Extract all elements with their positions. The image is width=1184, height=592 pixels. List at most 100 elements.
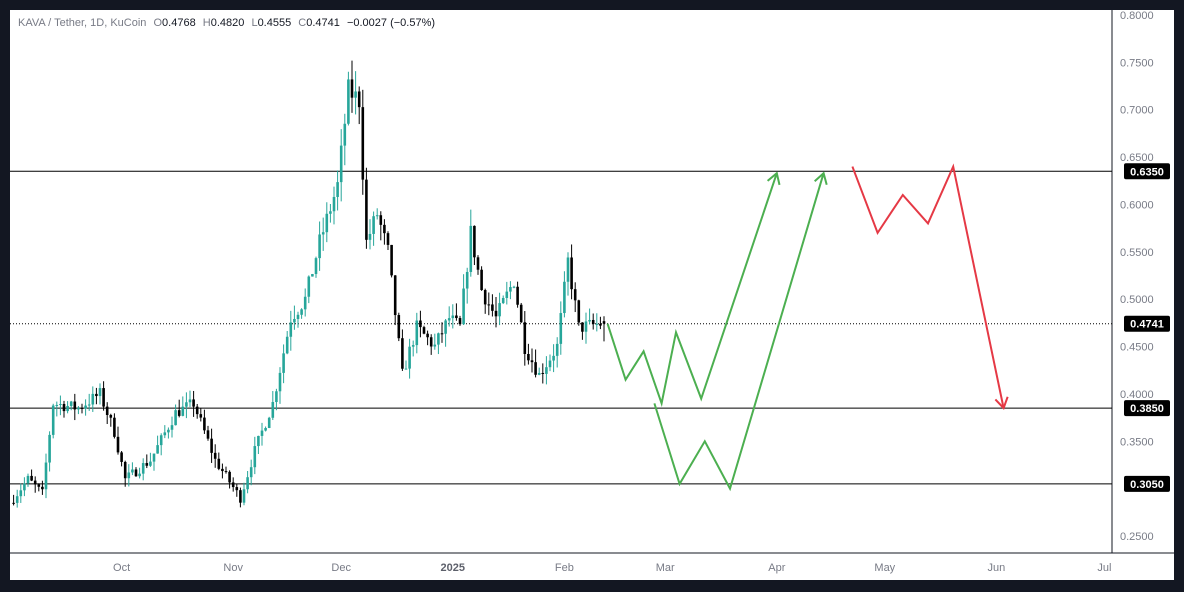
candle-body <box>73 401 77 410</box>
candle-body <box>393 275 397 316</box>
candle-body <box>595 323 599 325</box>
candle-body <box>59 403 62 405</box>
price-tag <box>1124 400 1170 417</box>
close-value: 0.4741 <box>306 17 340 29</box>
y-tick-label: 0.7000 <box>1120 105 1154 117</box>
candle-body <box>588 319 591 322</box>
candle-body <box>383 224 386 234</box>
candle-body <box>480 269 483 291</box>
candle-body <box>368 233 372 240</box>
candle-body <box>163 432 167 436</box>
candle-body <box>44 462 48 490</box>
candle-body <box>156 445 159 454</box>
candle-body <box>570 257 573 290</box>
candle-body <box>347 79 350 124</box>
candle-body <box>361 107 365 180</box>
candle-body <box>404 368 408 370</box>
price-tag-label: 0.6350 <box>1130 166 1164 178</box>
x-tick-label: Jun <box>988 562 1006 574</box>
candle-body <box>174 410 177 426</box>
candle-body <box>84 405 87 409</box>
projection-arrowhead <box>814 171 828 186</box>
candle-body <box>375 215 379 217</box>
candle-body <box>530 360 534 363</box>
x-tick-label: Apr <box>768 562 785 574</box>
low-key: L <box>251 17 258 29</box>
candle-body <box>109 414 113 418</box>
candle-body <box>23 483 26 491</box>
candle-body <box>444 320 447 334</box>
candle-body <box>285 336 289 354</box>
candle-body <box>354 91 357 98</box>
candle-body <box>599 323 602 326</box>
candle-body <box>296 314 300 319</box>
candle-body <box>33 480 37 485</box>
candle-body <box>505 291 509 298</box>
candle-body <box>372 216 375 234</box>
candle-body <box>307 276 311 297</box>
candle-body <box>105 406 109 415</box>
candle-body <box>170 425 174 430</box>
candle-body <box>282 353 285 373</box>
candle-body <box>498 303 501 317</box>
candle-body <box>66 405 69 412</box>
y-tick-label: 0.7500 <box>1120 57 1154 69</box>
candle-body <box>203 417 206 431</box>
projection-arrowhead <box>994 396 1009 410</box>
candle-body <box>217 458 221 469</box>
candle-body <box>87 404 91 406</box>
candle-body <box>476 257 480 270</box>
x-tick-label: Nov <box>223 562 243 574</box>
candle-body <box>102 388 105 407</box>
candle-body <box>253 446 257 468</box>
projection-paths <box>606 163 1009 492</box>
chart-frame: 0.8000 0.7500 0.7000 0.6500 0.6000 0.5500 0.50… <box>10 10 1174 580</box>
candle-body <box>437 333 440 345</box>
candle-body <box>192 399 195 407</box>
candle-body <box>357 91 361 108</box>
y-tick-label: 0.4500 <box>1120 342 1154 354</box>
candle-body <box>181 406 185 416</box>
candle-body <box>311 274 314 277</box>
candle-body <box>19 490 23 497</box>
candle-body <box>69 401 73 406</box>
candle-body <box>411 345 415 347</box>
candle-body <box>350 79 354 98</box>
candle-body <box>242 489 246 503</box>
candle-body <box>235 487 239 491</box>
y-tick-label: 0.5000 <box>1120 294 1154 306</box>
candle-body <box>386 233 390 245</box>
candle-body <box>559 313 563 344</box>
candle-body <box>512 286 516 288</box>
candle-body <box>188 399 192 403</box>
change-value: −0.0027 (−0.57%) <box>346 17 436 29</box>
candle-body <box>239 490 242 503</box>
candle-body <box>249 467 253 478</box>
candle-body <box>55 404 59 406</box>
candle-body <box>440 333 444 335</box>
projection-line <box>851 163 1005 409</box>
candle-body <box>300 309 303 315</box>
candle-body <box>365 179 368 240</box>
candle-body <box>113 417 116 437</box>
candle-body <box>195 406 199 415</box>
candle-body <box>228 471 231 483</box>
price-tag-label: 0.3050 <box>1130 479 1164 491</box>
candle-body <box>491 304 494 311</box>
y-tick-label: 0.8000 <box>1120 10 1154 22</box>
candle-body <box>552 355 555 361</box>
candle-body <box>390 244 393 276</box>
candle-body <box>591 319 595 325</box>
candle-body <box>116 436 120 453</box>
chart-canvas[interactable]: 0.8000 0.7500 0.7000 0.6500 0.6000 0.5500 0.50… <box>10 10 1174 580</box>
candle-body <box>581 322 584 332</box>
candle-body <box>422 327 426 334</box>
candle-body <box>566 257 570 282</box>
x-tick-label: Dec <box>331 562 351 574</box>
candle-body <box>487 304 491 306</box>
price-tag <box>1124 163 1170 180</box>
candle-body <box>15 496 19 503</box>
candle-body <box>206 430 210 439</box>
candle-body <box>473 225 476 258</box>
candle-body <box>516 286 519 305</box>
